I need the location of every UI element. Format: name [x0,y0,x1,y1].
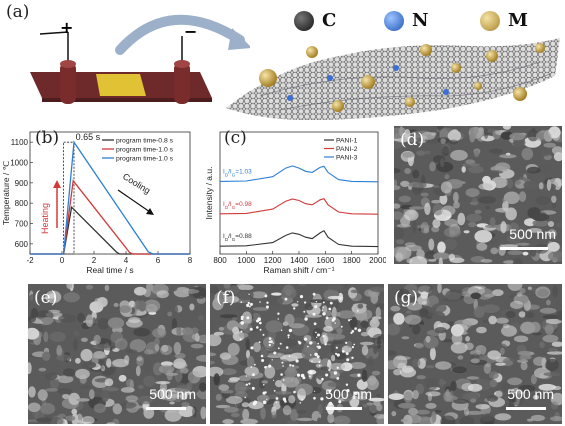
legend-label-1: PANI-1 [336,138,358,145]
x-tick-label: 800 [213,256,227,265]
panel-e-label: (e) [34,288,58,308]
x-axis-label: Real time / s [86,265,133,275]
legend-label-3: program time-1.0 s [116,156,174,163]
panel-b-label: (b) [35,128,60,148]
sem-texture [210,284,384,424]
ratio-label-2: ID/IG=0.98 [223,201,252,210]
sem-texture [28,284,206,424]
metal-atom-icon [480,11,500,31]
raman-chart: 800 1000 1200 1400 1600 1800 2000 Raman shift /… [204,131,386,275]
x-tick-label: -2 [26,256,34,265]
x-tick-label: 1400 [290,256,308,265]
positive-terminal: + [60,18,74,37]
scalebar-d [500,247,548,250]
y-axis-label: Temperature / ℃ [1,160,11,225]
x-tick-label: 8 [188,256,193,265]
ratio-label-3: ID/IG=1.03 [223,168,252,177]
legend-label-2: program time-1.0 s [116,147,174,154]
x-tick-label: 2000 [369,256,386,265]
series-line-1 [30,205,190,255]
x-axis-label: Raman shift / cm⁻¹ [263,265,334,275]
x-tick-label: 0 [60,256,65,265]
panel-a: (a) + − C N M [0,0,565,122]
x-tick-label: 6 [156,256,161,265]
panel-c: 800 1000 1200 1400 1600 1800 2000 Raman shift /… [200,124,386,284]
x-tick-label: 4 [124,256,129,265]
cooling-arrow [117,189,151,213]
sem-image-e: (e) 500 nm [28,284,206,424]
annotation-cooling: Cooling [121,171,152,196]
scalebar-f [326,407,362,410]
nitrogen-label: N [412,10,429,31]
annotation-duration: 0.65 s [76,132,101,142]
y-axis-label: Intensity / a.u. [204,167,214,220]
carbon-atom-icon [294,11,314,31]
x-tick-label: 1800 [343,256,361,265]
metal-label: M [508,10,528,31]
y-tick-label: 700 [15,220,29,229]
x-tick-label: 1600 [316,256,334,265]
series-line-3 [30,140,190,255]
y-tick-label: 1000 [10,159,28,168]
x-tick-label: 1000 [237,256,255,265]
scalebar-e [146,407,186,410]
sem-texture [394,126,562,264]
series-line-1 [219,229,379,248]
plot-frame [29,131,191,255]
scalebar-g-label: 500 nm [507,386,554,402]
panel-b: -2 0 2 4 6 8 600 700 800 900 1000 1100 Real time / s… [0,124,200,284]
graphene-sheet [226,38,560,120]
series-line-3 [219,165,379,183]
negative-terminal: − [184,22,198,41]
y-tick-label: 600 [15,240,29,249]
sem-image-d: (d) 500 nm [394,126,562,264]
panel-f-label: (f) [216,288,236,308]
sem-texture [388,284,562,424]
scalebar-g [506,407,546,410]
scalebar-e-label: 500 nm [149,386,196,402]
heating-window [63,141,75,255]
cooling-arrowhead [146,208,154,215]
legend-label-3: PANI-3 [336,155,358,162]
x-tick-label: 2 [92,256,97,265]
legend-label-1: program time-0.8 s [116,138,174,145]
legend-label-2: PANI-2 [336,146,358,153]
series-line-2 [219,198,379,215]
atom-legend: C N M [290,8,560,38]
annotation-heating: Heating [40,203,50,234]
panel-c-label: (c) [224,128,247,148]
sem-image-g: (g) 500 nm [388,284,562,424]
scalebar-f-label: 500 nm [325,386,372,402]
y-tick-label: 800 [15,199,29,208]
panel-a-label: (a) [6,2,30,22]
temperature-chart: -2 0 2 4 6 8 600 700 800 900 1000 1100 Real time / s… [1,131,193,275]
ratio-label-1: ID/IG=0.88 [223,233,252,242]
panel-g-label: (g) [394,288,419,308]
series-line-2 [30,179,190,255]
y-tick-label: 1100 [11,138,29,147]
scalebar-d-label: 500 nm [509,226,556,242]
panel-d-label: (d) [400,130,425,150]
heater-device [30,14,250,104]
x-tick-label: 1200 [264,256,282,265]
carbon-label: C [322,10,337,31]
sem-image-f: (f) 500 nm [210,284,384,424]
metal-nanoparticles [259,43,545,112]
heating-arrowhead [53,180,61,188]
nitrogen-atom-icon [384,11,404,31]
y-tick-label: 900 [15,179,29,188]
